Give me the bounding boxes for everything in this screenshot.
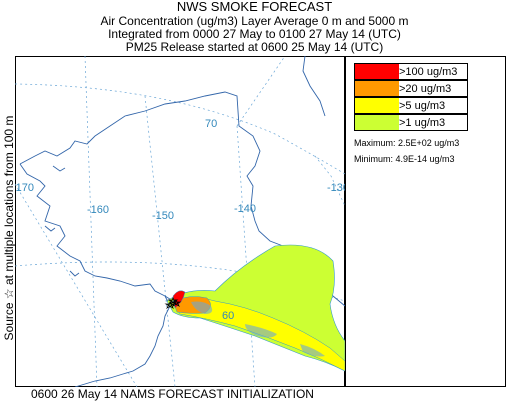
maximum-value: Maximum: 2.5E+02 ug/m3 <box>354 138 460 148</box>
lon-140-label: -140 <box>234 203 256 215</box>
source-marker <box>164 297 182 310</box>
forecast-title: NWS SMOKE FORECAST <box>176 0 333 14</box>
legend-label: >20 ug/m3 <box>399 83 452 95</box>
smoke-map: -170 -160 -150 -140 -130 70 60 <box>15 56 345 387</box>
release-start: PM25 Release started at 0600 25 May 14 (… <box>125 40 384 54</box>
legend-item: >20 ug/m3 <box>354 80 468 97</box>
legend-swatch-red <box>355 64 399 79</box>
legend-swatch-yellow <box>355 98 399 113</box>
source-label: Source ☆ at multiple locations from 100 … <box>2 115 16 341</box>
lon-160-label: -160 <box>87 204 109 216</box>
legend-label: >5 ug/m3 <box>399 100 446 112</box>
legend-item: >100 ug/m3 <box>354 63 468 80</box>
integration-period: Integrated from 0000 27 May to 0100 27 M… <box>108 27 401 41</box>
concentration-subtitle: Air Concentration (ug/m3) Layer Average … <box>100 14 409 28</box>
legend-label: >1 ug/m3 <box>399 117 446 129</box>
lat-60-label: 60 <box>222 310 234 322</box>
lon-170-label: -170 <box>15 182 34 194</box>
legend-panel: >100 ug/m3 >20 ug/m3 >5 ug/m3 >1 ug/m3 M… <box>345 56 506 387</box>
legend-label: >100 ug/m3 <box>399 66 458 78</box>
legend-swatch-green <box>355 115 399 130</box>
smoke-plume <box>166 244 345 372</box>
legend-item: >1 ug/m3 <box>354 114 468 131</box>
initialization-label: 0600 26 May 14 NAMS FORECAST INITIALIZAT… <box>31 387 314 401</box>
lat-70-label: 70 <box>205 118 217 130</box>
lon-150-label: -150 <box>152 210 174 222</box>
legend-swatch-orange <box>355 81 399 96</box>
coastline <box>19 56 345 387</box>
legend-item: >5 ug/m3 <box>354 97 468 114</box>
lon-130-label: -130 <box>327 182 345 194</box>
minimum-value: Minimum: 4.9E-14 ug/m3 <box>354 154 455 164</box>
